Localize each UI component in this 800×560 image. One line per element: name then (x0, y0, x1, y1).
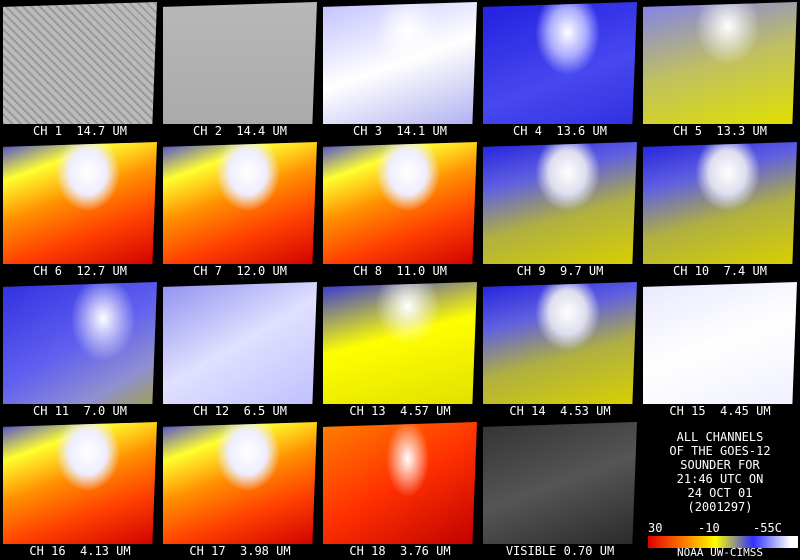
channel-image (163, 282, 317, 404)
channel-image (3, 142, 157, 264)
panel: CH 5 13.3 UM (640, 0, 800, 140)
info-line: 21:46 UTC ON (676, 472, 764, 486)
panel: CH 6 12.7 UM (0, 140, 160, 280)
panel-label: CH 2 14.4 UM (193, 124, 287, 138)
panel: CH 15 4.45 UM (640, 280, 800, 420)
channel-image (643, 282, 797, 404)
panel-label: CH 10 7.4 UM (673, 264, 767, 278)
channel-image (483, 422, 637, 544)
color-bar (648, 536, 798, 548)
scale-label: 30 (648, 521, 663, 535)
panel-label: CH 17 3.98 UM (189, 544, 291, 558)
info-line: (2001297) (687, 500, 753, 514)
panel: CH 1 14.7 UM (0, 0, 160, 140)
channel-image (643, 142, 797, 264)
channel-image (3, 282, 157, 404)
panel-label: CH 11 7.0 UM (33, 404, 127, 418)
channel-image (323, 282, 477, 404)
channel-image (323, 422, 477, 544)
panel-label: CH 8 11.0 UM (353, 264, 447, 278)
panel-label: CH 7 12.0 UM (193, 264, 287, 278)
panel-label: CH 12 6.5 UM (193, 404, 287, 418)
panel-label: CH 5 13.3 UM (673, 124, 767, 138)
scale-label: -10 (698, 521, 720, 535)
panel: CH 16 4.13 UM (0, 420, 160, 560)
panel: CH 3 14.1 UM (320, 0, 480, 140)
panel: CH 10 7.4 UM (640, 140, 800, 280)
panel: CH 4 13.6 UM (480, 0, 640, 140)
credit: NOAA UW-CIMSS (676, 546, 764, 559)
info-panel: ALL CHANNELS OF THE GOES-12 SOUNDER FOR 21:… (640, 420, 800, 560)
panel-label: CH 14 4.53 UM (509, 404, 611, 418)
panel: CH 17 3.98 UM (160, 420, 320, 560)
panel-label: CH 13 4.57 UM (349, 404, 451, 418)
scale-label: -55C (753, 521, 782, 535)
channel-image (643, 2, 797, 124)
panel-label: CH 15 4.45 UM (669, 404, 771, 418)
panel: CH 11 7.0 UM (0, 280, 160, 420)
panel-label: CH 4 13.6 UM (513, 124, 607, 138)
info-line: SOUNDER FOR (680, 458, 760, 472)
channel-image (483, 142, 637, 264)
panel: CH 8 11.0 UM (320, 140, 480, 280)
channel-image (163, 2, 317, 124)
channel-image (163, 142, 317, 264)
panel-label: CH 3 14.1 UM (353, 124, 447, 138)
channel-image (163, 422, 317, 544)
panel-label: CH 9 9.7 UM (516, 264, 604, 278)
panel: CH 12 6.5 UM (160, 280, 320, 420)
channel-image (323, 2, 477, 124)
channel-image (3, 422, 157, 544)
panel-label: CH 6 12.7 UM (33, 264, 127, 278)
info-line: 24 OCT 01 (687, 486, 753, 500)
info-line: OF THE GOES-12 (669, 444, 771, 458)
info-text: ALL CHANNELS OF THE GOES-12 SOUNDER FOR 21:… (640, 430, 800, 514)
panel-label: VISIBLE 0.70 UM (505, 544, 615, 558)
panel: CH 2 14.4 UM (160, 0, 320, 140)
panel-label: CH 16 4.13 UM (29, 544, 131, 558)
panel: CH 18 3.76 UM (320, 420, 480, 560)
channel-image (323, 142, 477, 264)
panel: CH 9 9.7 UM (480, 140, 640, 280)
panel: VISIBLE 0.70 UM (480, 420, 640, 560)
channel-image (3, 2, 157, 124)
panel: CH 7 12.0 UM (160, 140, 320, 280)
info-line: ALL CHANNELS (676, 430, 764, 444)
panel: CH 14 4.53 UM (480, 280, 640, 420)
panel-label: CH 18 3.76 UM (349, 544, 451, 558)
channel-image (483, 282, 637, 404)
channel-image (483, 2, 637, 124)
panel-label: CH 1 14.7 UM (33, 124, 127, 138)
panel: CH 13 4.57 UM (320, 280, 480, 420)
